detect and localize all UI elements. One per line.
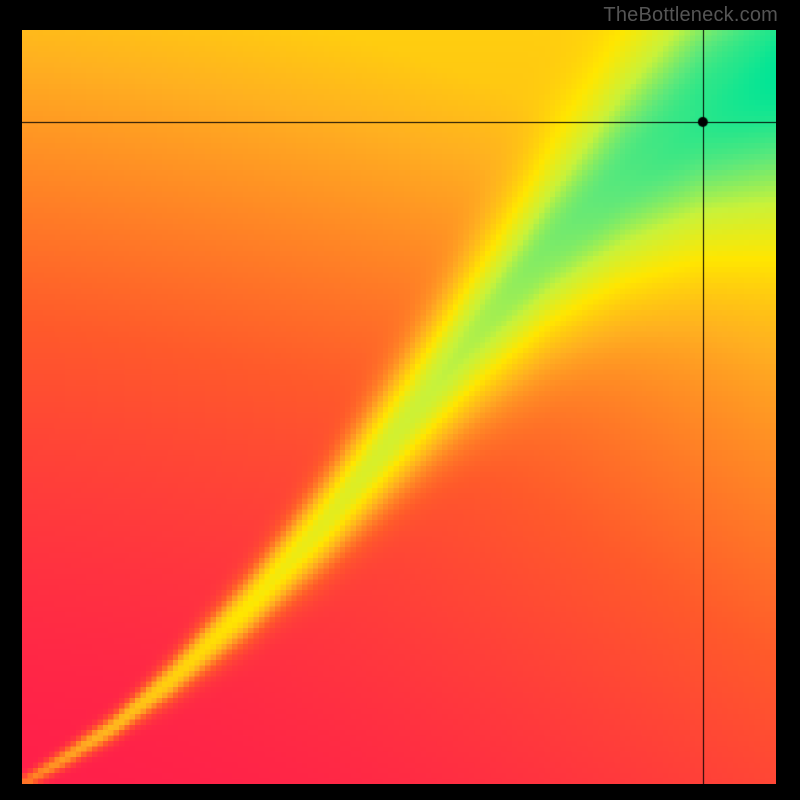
watermark-text: TheBottleneck.com	[603, 4, 778, 27]
bottleneck-heatmap	[22, 30, 776, 784]
